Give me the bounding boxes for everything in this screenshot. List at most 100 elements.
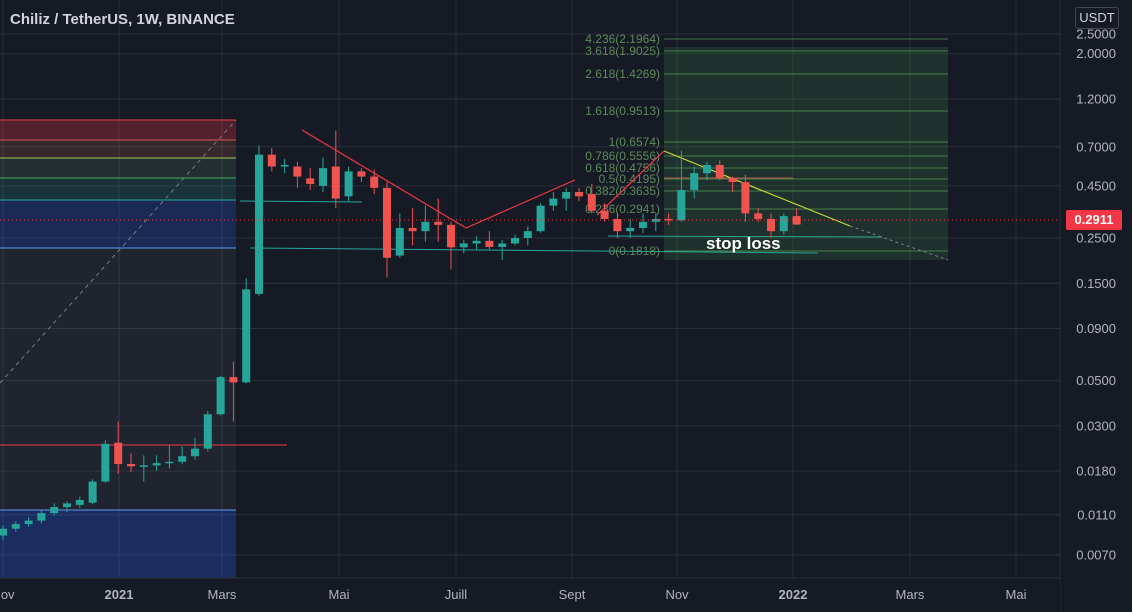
y-tick-label: 0.0900 xyxy=(1076,321,1116,336)
candle xyxy=(242,278,251,384)
candle xyxy=(63,501,71,513)
candle xyxy=(472,236,481,250)
candle-body xyxy=(447,224,455,248)
candle xyxy=(562,187,571,211)
y-tick-label: 1.2000 xyxy=(1076,92,1116,107)
candle-body xyxy=(600,210,609,219)
candles xyxy=(0,130,801,540)
candle xyxy=(383,182,391,278)
fib-level-label: 4.236(2.1964) xyxy=(585,32,660,46)
fib-level-label: 0(0.1818) xyxy=(609,244,660,258)
candle-body xyxy=(511,237,519,244)
candle-body xyxy=(88,481,97,503)
y-tick-label: 0.4500 xyxy=(1076,178,1116,193)
candle-body xyxy=(267,154,276,167)
candle xyxy=(575,187,583,201)
candle-body xyxy=(50,507,59,514)
current-price-label: 0.2911 xyxy=(1066,210,1122,230)
candle xyxy=(408,208,417,246)
y-tick-label: 2.5000 xyxy=(1076,26,1116,41)
x-tick-label: Juill xyxy=(445,587,468,602)
candle xyxy=(447,221,455,270)
candle xyxy=(677,150,686,222)
fib-level-label: 1(0.6574) xyxy=(609,135,660,149)
candle-body xyxy=(485,240,494,247)
candle-body xyxy=(562,192,571,199)
candle-body xyxy=(63,503,71,508)
candle xyxy=(523,226,532,246)
candle-body xyxy=(613,218,622,232)
candle xyxy=(459,239,468,254)
candle xyxy=(395,213,404,258)
y-tick-label: 0.0070 xyxy=(1076,547,1116,562)
candle-body xyxy=(741,182,750,214)
candle xyxy=(498,239,507,261)
currency-badge[interactable]: USDT xyxy=(1075,7,1119,29)
candle-body xyxy=(344,171,353,197)
candle-body xyxy=(229,377,238,383)
candle-body xyxy=(152,463,161,466)
candle-body xyxy=(75,499,84,505)
candle-body xyxy=(651,218,660,222)
candle xyxy=(690,166,699,199)
candle xyxy=(229,361,238,422)
stop-loss-annotation: stop loss xyxy=(706,234,781,253)
candle-body xyxy=(639,221,647,228)
candle-body xyxy=(139,465,148,467)
candle-body xyxy=(203,414,212,449)
candle xyxy=(114,421,123,474)
candle xyxy=(152,455,161,472)
candle xyxy=(165,445,174,469)
candle-body xyxy=(11,524,20,529)
candle-body xyxy=(319,168,327,186)
candle xyxy=(216,375,225,416)
candle-body xyxy=(178,456,187,462)
candle-body xyxy=(434,221,443,225)
candle xyxy=(485,231,494,250)
candle-body xyxy=(754,213,763,219)
candle xyxy=(421,205,430,242)
candle xyxy=(434,198,443,242)
candle-body xyxy=(575,192,583,197)
candle xyxy=(178,446,187,465)
candle-body xyxy=(421,221,430,232)
candle xyxy=(331,130,340,209)
fib-extension-zone: 4.236(2.1964)3.618(1.9025) 2.618(1.4269) 1… xyxy=(585,32,948,260)
x-tick-label: Sept xyxy=(559,587,586,602)
candle-body xyxy=(472,240,481,244)
candle-body xyxy=(587,194,596,211)
candle-body xyxy=(408,227,417,232)
x-tick-label: Mai xyxy=(1006,587,1027,602)
candle xyxy=(651,213,660,232)
grid-lines xyxy=(0,0,1060,578)
candle xyxy=(344,166,353,201)
candle xyxy=(191,437,199,460)
x-tick-label: 2021 xyxy=(105,587,134,602)
candle xyxy=(536,203,545,233)
candle-body xyxy=(690,173,699,190)
candle xyxy=(101,440,110,483)
y-tick-label: 0.0180 xyxy=(1076,464,1116,479)
candle xyxy=(293,161,302,188)
candle-body xyxy=(728,178,737,183)
candle xyxy=(306,168,315,190)
x-tick-label: Mars xyxy=(208,587,237,602)
candle-body xyxy=(165,461,174,464)
candle xyxy=(0,524,7,540)
candle xyxy=(779,213,788,235)
candle xyxy=(613,213,622,238)
candle-body xyxy=(779,216,788,232)
candle xyxy=(75,496,84,508)
candle-body xyxy=(767,218,775,232)
candle xyxy=(754,208,763,222)
candle xyxy=(24,517,33,527)
candle-body xyxy=(370,176,379,188)
candle xyxy=(203,410,212,452)
candle-body xyxy=(114,442,123,465)
candle-body xyxy=(703,164,711,174)
candle xyxy=(703,161,711,181)
candle xyxy=(639,213,647,233)
candle xyxy=(127,453,135,473)
candle xyxy=(255,145,263,296)
